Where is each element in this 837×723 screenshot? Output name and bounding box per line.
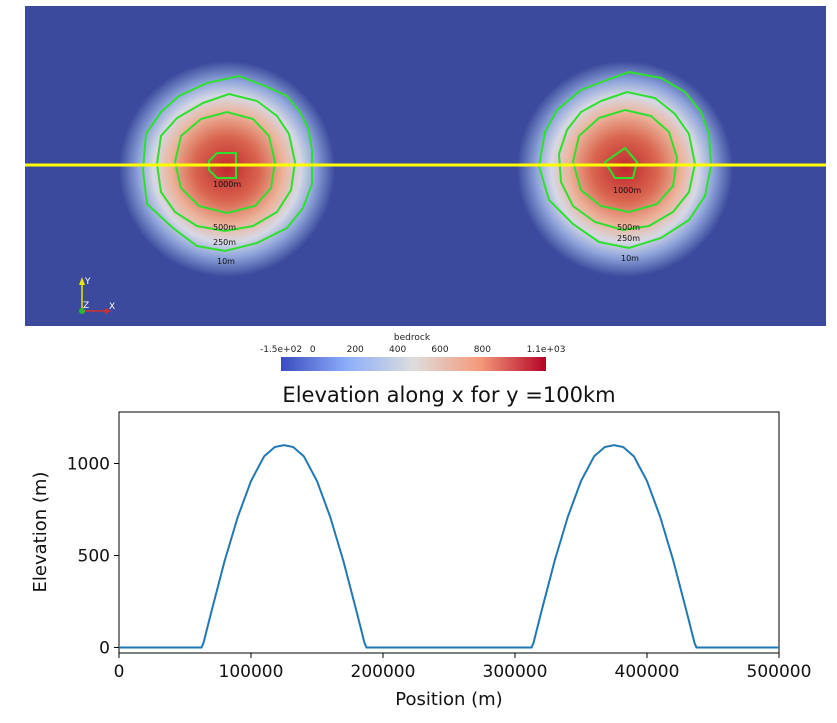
right-contour-500m bbox=[571, 108, 679, 214]
x-axis-ticks: 0 100000 200000 300000 400000 500000 bbox=[114, 653, 812, 682]
x-arrow-head-icon bbox=[105, 308, 111, 314]
left-hill: 1000m 500m 250m 10m bbox=[119, 61, 335, 277]
elevation-line bbox=[119, 444, 779, 649]
right-label-1000m: 1000m bbox=[613, 186, 641, 195]
left-contour-250m bbox=[155, 92, 297, 233]
x-tick-label: 300000 bbox=[483, 662, 548, 682]
plot-area bbox=[118, 411, 780, 654]
x-tick-label: 400000 bbox=[615, 662, 680, 682]
map-canvas: 1000m 500m 250m 10m 1000m 500m 250m 10m bbox=[25, 6, 826, 326]
right-hill: 1000m 500m 250m 10m bbox=[517, 61, 733, 277]
colorbar: bedrock -1.5e+02 0 200 400 600 800 1.1e+03 bbox=[260, 333, 565, 371]
y-arrow-head-icon bbox=[79, 277, 85, 285]
chart-title: Elevation along x for y =100km bbox=[282, 383, 615, 407]
right-contour-10m bbox=[537, 70, 713, 250]
colorbar-gradient bbox=[281, 357, 546, 371]
colorbar-tick-label: -1.5e+02 bbox=[260, 345, 302, 355]
right-contour-1000m bbox=[603, 146, 639, 179]
colorbar-tick-label: 0 bbox=[310, 345, 316, 355]
colorbar-tick-label: 800 bbox=[474, 345, 491, 355]
x-axis-label: X bbox=[109, 302, 115, 312]
colorbar-tick-label: 200 bbox=[347, 345, 364, 355]
y-axis-ticks: 0 500 1000 bbox=[67, 455, 119, 658]
left-label-1000m: 1000m bbox=[213, 180, 241, 189]
y-tick-label: 0 bbox=[99, 638, 110, 658]
colorbar-tick-label: 1.1e+03 bbox=[527, 345, 566, 355]
left-contour-1000m bbox=[208, 152, 237, 179]
x-tick-label: 0 bbox=[114, 662, 125, 682]
right-label-10m: 10m bbox=[621, 254, 639, 263]
x-tick-label: 500000 bbox=[747, 662, 812, 682]
left-contour-10m bbox=[141, 74, 313, 253]
z-axis-marker bbox=[79, 308, 85, 314]
right-contour-250m bbox=[557, 90, 697, 232]
y-axis-label: Y bbox=[84, 277, 91, 287]
colorbar-title: bedrock bbox=[394, 333, 431, 343]
bedrock-map: 1000m 500m 250m 10m 1000m 500m 250m 10m bbox=[25, 6, 826, 326]
x-tick-label: 100000 bbox=[219, 662, 284, 682]
x-axis-title: Position (m) bbox=[395, 689, 502, 710]
left-hill-surface bbox=[119, 61, 335, 277]
left-label-250m: 250m bbox=[213, 238, 236, 247]
colorbar-tick-label: 400 bbox=[389, 345, 406, 355]
z-axis-label: Z bbox=[83, 301, 89, 311]
y-axis-title: Elevation (m) bbox=[30, 472, 51, 593]
right-label-500m: 500m bbox=[617, 223, 640, 232]
colorbar-tick-labels: -1.5e+02 0 200 400 600 800 1.1e+03 bbox=[260, 345, 565, 355]
y-tick-label: 1000 bbox=[67, 455, 110, 475]
right-label-250m: 250m bbox=[617, 234, 640, 243]
x-tick-label: 200000 bbox=[351, 662, 416, 682]
left-label-500m: 500m bbox=[213, 223, 236, 232]
y-tick-label: 500 bbox=[78, 546, 110, 566]
orientation-axes: Y Z X bbox=[79, 277, 115, 314]
colorbar-tick-label: 600 bbox=[431, 345, 448, 355]
left-contour-500m bbox=[173, 110, 277, 215]
elevation-chart: Elevation along x for y =100km 0 100000 20… bbox=[30, 383, 812, 710]
left-label-10m: 10m bbox=[217, 257, 235, 266]
